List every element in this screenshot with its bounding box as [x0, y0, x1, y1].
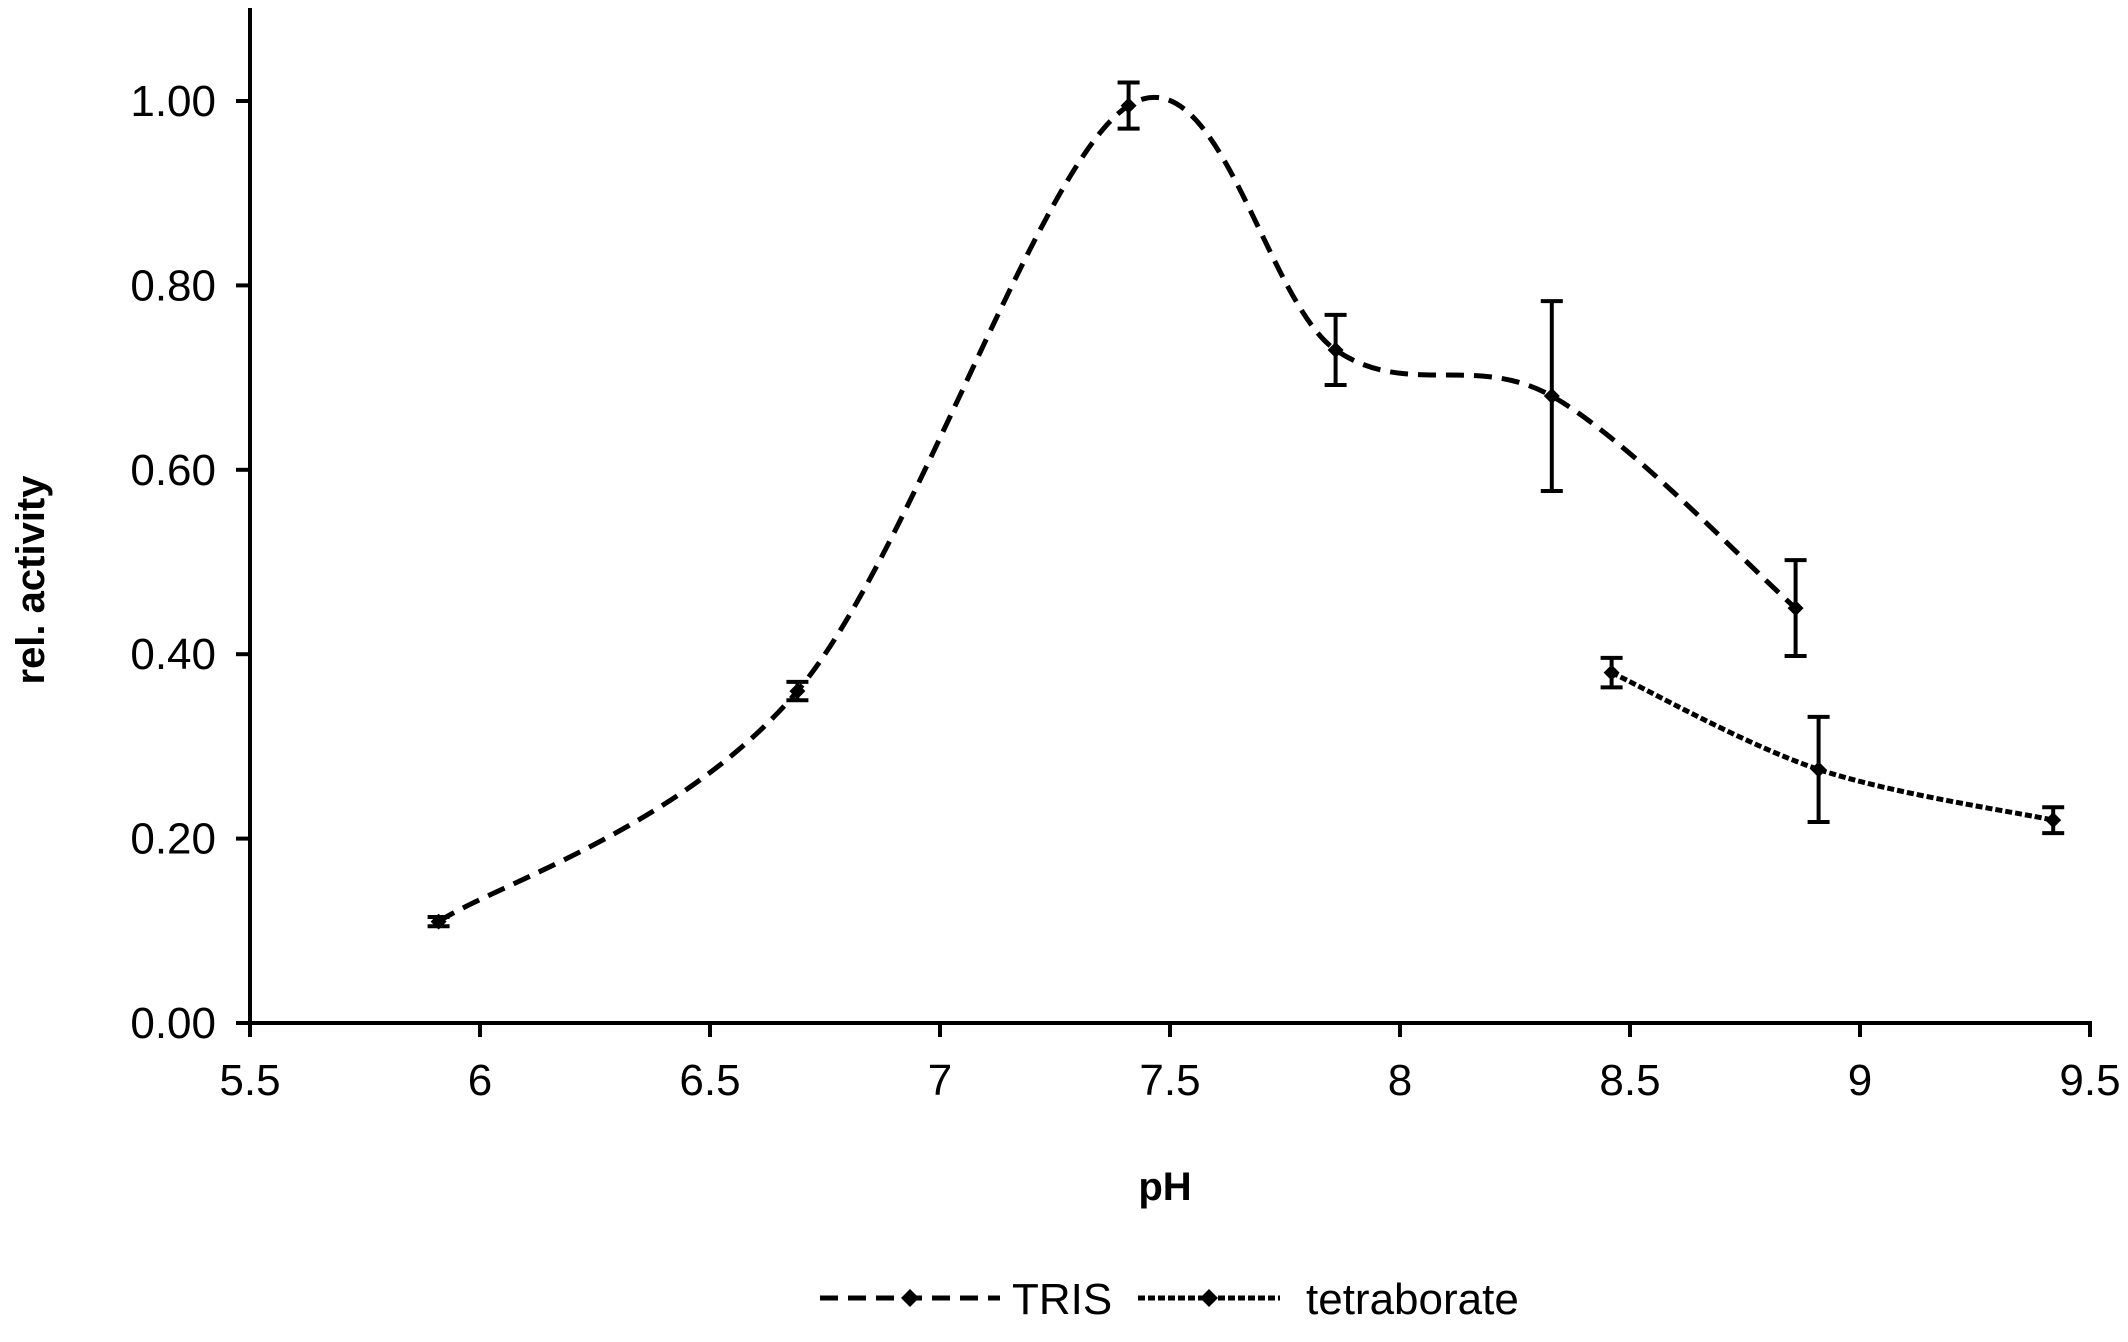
x-tick-label: 5.5 — [219, 1056, 280, 1105]
data-point — [1603, 664, 1620, 681]
series-tetraborate — [1600, 655, 2065, 836]
x-axis-title: pH — [1138, 1165, 1191, 1209]
x-tick-label: 8 — [1388, 1056, 1412, 1105]
x-tick-label: 7.5 — [1139, 1056, 1200, 1105]
data-point — [1120, 97, 1137, 114]
y-tick-label: 0.20 — [130, 815, 216, 864]
axes — [236, 8, 2092, 1037]
legend: TRIS tetraborate — [820, 1275, 1519, 1324]
y-tick-label: 0.00 — [130, 999, 216, 1048]
series-line — [437, 94, 1798, 924]
data-point — [1543, 388, 1560, 405]
legend-marker — [1200, 1289, 1218, 1307]
legend-entry-tris: TRIS — [820, 1275, 1112, 1324]
data-point — [789, 683, 806, 700]
x-tick-label: 6.5 — [679, 1056, 740, 1105]
series-layer — [427, 80, 2065, 930]
x-tick-label: 6 — [468, 1056, 492, 1105]
legend-label: TRIS — [1012, 1275, 1112, 1324]
data-point — [1810, 761, 1827, 778]
x-tick-label: 8.5 — [1599, 1056, 1660, 1105]
legend-entry-tetraborate: tetraborate — [1138, 1275, 1519, 1324]
data-point — [1327, 341, 1344, 358]
data-point — [430, 913, 447, 930]
legend-label: tetraborate — [1306, 1275, 1519, 1324]
legend-marker — [901, 1289, 919, 1307]
x-tick-label: 9.5 — [2059, 1056, 2120, 1105]
x-tick-label: 9 — [1848, 1056, 1872, 1105]
y-tick-label: 0.80 — [130, 261, 216, 310]
data-point — [1787, 600, 1804, 617]
y-axis-title: rel. activity — [9, 475, 53, 685]
data-point — [2045, 812, 2062, 829]
tick-labels: 0.00 0.20 0.40 0.60 0.80 1.00 5.5 6 6.5 7 7.5 8 8.5 9… — [130, 77, 2120, 1105]
series-line — [1610, 670, 2054, 823]
y-tick-label: 0.60 — [130, 446, 216, 495]
x-tick-label: 7 — [928, 1056, 952, 1105]
series-tris — [427, 80, 1807, 930]
y-tick-label: 1.00 — [130, 77, 216, 126]
y-tick-label: 0.40 — [130, 630, 216, 679]
